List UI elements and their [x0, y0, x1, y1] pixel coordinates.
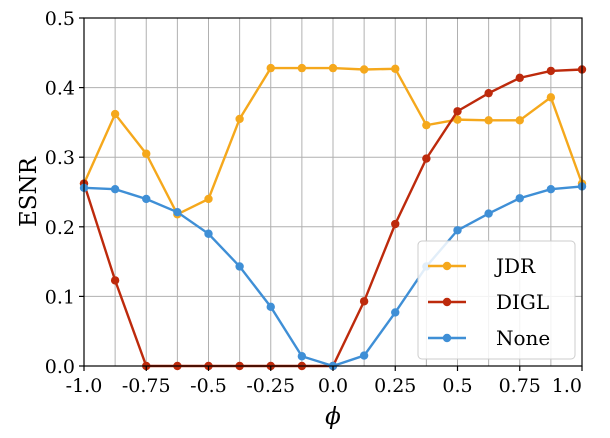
data-point-jdr — [422, 120, 431, 130]
data-point-none — [142, 194, 151, 204]
data-point-jdr — [235, 114, 244, 124]
data-point-none — [297, 352, 307, 361]
legend-box — [417, 240, 576, 360]
x-axis-title: ϕ — [325, 404, 341, 430]
data-point-jdr — [391, 64, 400, 74]
x-tick-label: 0.75 — [499, 375, 541, 397]
data-point-digl — [546, 66, 556, 76]
data-point-jdr — [110, 109, 120, 119]
legend-marker-none — [442, 333, 452, 343]
data-point-none — [110, 185, 120, 194]
legend: JDR DIGL None — [417, 240, 576, 360]
y-tick-label: 0.5 — [45, 8, 75, 30]
data-point-jdr — [297, 63, 307, 73]
data-point-digl — [422, 154, 431, 163]
x-tick-label: -0.75 — [122, 375, 171, 397]
x-tick-label: 0.0 — [318, 375, 348, 397]
data-point-jdr — [328, 63, 338, 73]
legend-label-none: None — [496, 326, 550, 350]
legend-marker-digl — [442, 297, 452, 307]
legend-marker-jdr — [442, 261, 452, 271]
x-tick-label: -1.0 — [66, 375, 103, 397]
x-tick-label: -0.5 — [190, 375, 227, 397]
data-point-digl — [391, 219, 400, 229]
data-point-jdr — [546, 93, 556, 102]
data-point-digl — [359, 297, 369, 306]
y-ticks: 0.0 0.1 0.2 0.3 0.4 0.5 — [45, 8, 84, 378]
data-point-none — [173, 207, 182, 217]
data-point-digl — [515, 73, 524, 83]
data-point-jdr — [204, 194, 213, 204]
x-tick-label: 0.25 — [374, 375, 416, 397]
data-point-digl — [484, 88, 493, 98]
data-point-none — [546, 185, 556, 194]
data-point-none — [484, 209, 493, 218]
data-point-digl — [453, 107, 462, 116]
data-point-none — [359, 351, 369, 360]
y-tick-label: 0.1 — [45, 286, 75, 308]
data-point-none — [204, 229, 213, 238]
data-point-none — [391, 308, 400, 317]
data-point-none — [235, 262, 244, 271]
data-point-jdr — [515, 116, 524, 125]
y-axis-title: ESNR — [16, 156, 42, 227]
legend-label-jdr: JDR — [494, 254, 536, 278]
data-point-none — [266, 302, 275, 312]
data-point-jdr — [484, 116, 493, 125]
data-point-jdr — [453, 115, 462, 124]
x-tick-label: -0.25 — [246, 375, 295, 397]
y-tick-label: 0.2 — [45, 217, 75, 239]
data-point-jdr — [359, 65, 369, 74]
data-point-jdr — [266, 63, 275, 73]
data-point-none — [453, 226, 462, 235]
y-tick-label: 0.4 — [45, 78, 75, 100]
legend-label-digl: DIGL — [496, 290, 549, 314]
y-tick-label: 0.3 — [45, 147, 75, 169]
x-tick-label: 1.0 — [552, 375, 582, 397]
y-tick-label: 0.0 — [45, 356, 75, 378]
data-point-jdr — [142, 149, 151, 158]
data-point-none — [515, 194, 524, 203]
x-tick-label: 0.5 — [442, 375, 472, 397]
data-point-digl — [110, 276, 120, 285]
x-ticks: -1.0 -0.75 -0.5 -0.25 0.0 0.25 0.5 0.75 1.0 — [66, 366, 583, 397]
